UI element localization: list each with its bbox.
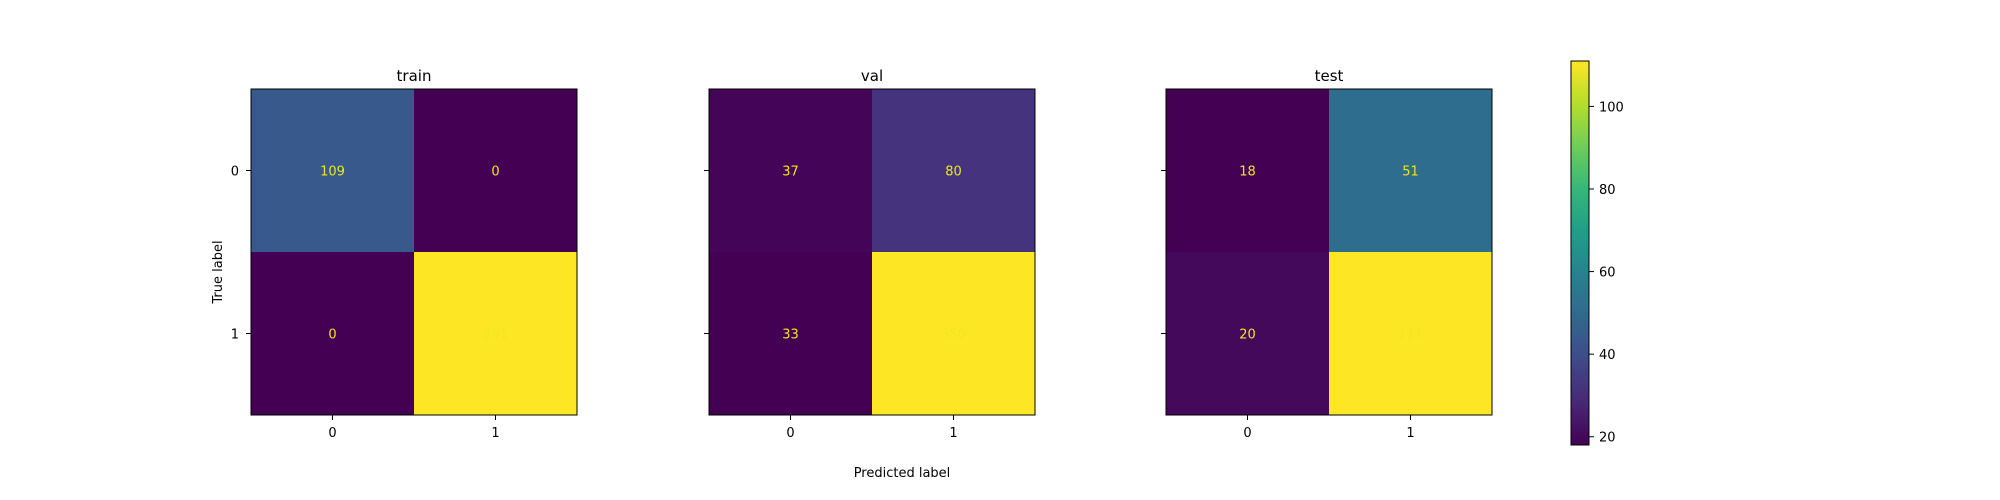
matrix-cell — [709, 89, 872, 252]
colorbar-tick-label: 40 — [1599, 348, 1616, 363]
matrix-cell — [1166, 252, 1329, 415]
cell-value-label: 37 — [782, 165, 799, 180]
matrix-frame — [708, 88, 1036, 416]
matrix-cell — [709, 252, 872, 415]
cell-value-label: 20 — [1239, 328, 1256, 343]
x-tick-label: 0 — [786, 426, 794, 441]
cell-value-label: 391 — [483, 328, 508, 343]
matrix-cell — [251, 252, 414, 415]
cell-value-label: 109 — [320, 165, 345, 180]
x-tick-label: 1 — [491, 426, 499, 441]
colorbar-tick-label: 60 — [1599, 266, 1616, 281]
matrix-cell — [1329, 89, 1492, 252]
colorbar: 20 40 60 80 100 — [1570, 60, 1624, 446]
cell-value-label: 51 — [1402, 165, 1419, 180]
matrix-cell — [1166, 89, 1329, 252]
colorbar-gradient — [1570, 60, 1590, 446]
colorbar-tick-label: 100 — [1599, 100, 1624, 115]
colorbar-tick-label: 20 — [1599, 431, 1616, 446]
matrix-panel-train: train 109 0 0 391 0 1 0 1 — [231, 67, 578, 441]
matrix-cell — [872, 89, 1035, 252]
x-tick-label: 0 — [1243, 426, 1251, 441]
cell-value-label: 80 — [945, 165, 962, 180]
cell-value-label: 0 — [491, 165, 499, 180]
matrix-panel-test: test 18 51 20 111 0 1 — [1161, 67, 1493, 441]
matrix-cell — [414, 252, 577, 415]
colorbar-tick-label: 80 — [1599, 183, 1616, 198]
cell-value-label: 0 — [328, 328, 336, 343]
cell-value-label: 33 — [782, 328, 799, 343]
y-tick-label: 1 — [231, 328, 239, 343]
cell-value-label: 111 — [1398, 328, 1423, 343]
matrix-cell — [872, 252, 1035, 415]
x-tick-label: 0 — [328, 426, 336, 441]
matrix-cell — [1329, 252, 1492, 415]
x-tick-label: 1 — [949, 426, 957, 441]
x-axis-label: Predicted label — [854, 466, 951, 481]
y-tick-label: 0 — [231, 165, 239, 180]
panel-title: train — [397, 67, 432, 85]
panels-group: train 109 0 0 391 0 1 0 1 val 37 80 33 350 0 1 test 18 51 2… — [231, 67, 1493, 441]
matrix-cell — [414, 89, 577, 252]
y-axis-label: True label — [211, 240, 226, 304]
matrix-frame — [1165, 88, 1493, 416]
cell-value-label: 18 — [1239, 165, 1256, 180]
matrix-cell — [251, 89, 414, 252]
matrix-panel-val: val 37 80 33 350 0 1 — [704, 67, 1036, 441]
panel-title: test — [1315, 67, 1344, 85]
cell-value-label: 350 — [941, 328, 966, 343]
x-tick-label: 1 — [1406, 426, 1414, 441]
panel-title: val — [861, 67, 883, 85]
matrix-frame — [250, 88, 578, 416]
